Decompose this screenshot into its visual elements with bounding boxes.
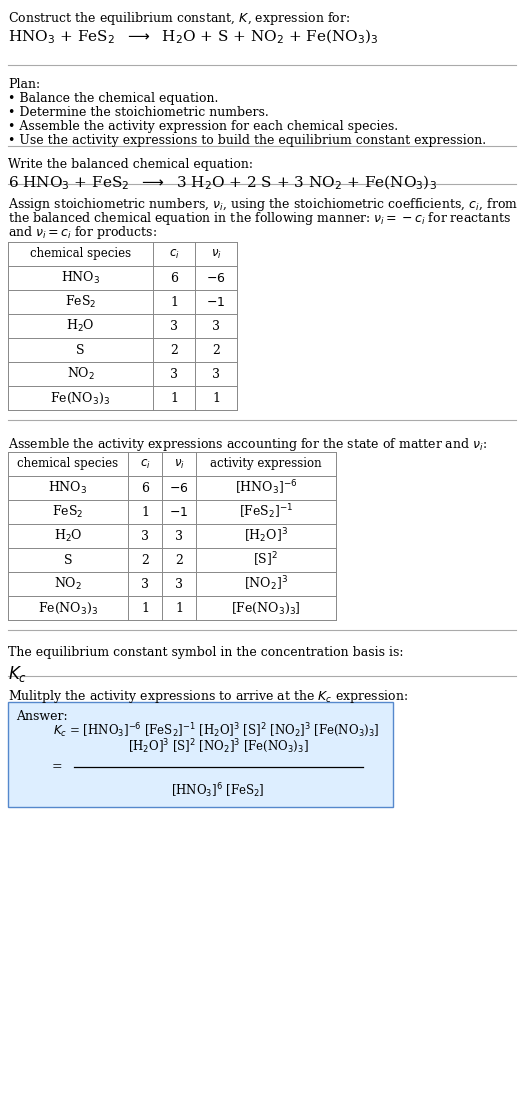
Text: FeS$_2$: FeS$_2$ (52, 504, 84, 520)
Text: NO$_2$: NO$_2$ (67, 366, 94, 382)
Text: 1: 1 (175, 601, 183, 614)
Text: Fe(NO$_3$)$_3$: Fe(NO$_3$)$_3$ (50, 391, 111, 405)
Text: 3: 3 (212, 368, 220, 381)
Text: 3: 3 (175, 578, 183, 590)
Text: $c_i$: $c_i$ (169, 248, 179, 261)
Text: 6: 6 (141, 481, 149, 494)
Text: $\nu_i$: $\nu_i$ (173, 457, 184, 470)
Text: FeS$_2$: FeS$_2$ (65, 294, 96, 310)
Text: Write the balanced chemical equation:: Write the balanced chemical equation: (8, 159, 253, 171)
Text: 3: 3 (170, 319, 178, 333)
Text: Assign stoichiometric numbers, $\nu_i$, using the stoichiometric coefficients, $: Assign stoichiometric numbers, $\nu_i$, … (8, 196, 518, 212)
Text: [HNO$_3$]$^6$ [FeS$_2$]: [HNO$_3$]$^6$ [FeS$_2$] (171, 781, 265, 799)
Text: 1: 1 (212, 392, 220, 404)
Text: $c_i$: $c_i$ (139, 457, 150, 470)
Text: HNO$_3$ + FeS$_2$  $\longrightarrow$  H$_2$O + S + NO$_2$ + Fe(NO$_3$)$_3$: HNO$_3$ + FeS$_2$ $\longrightarrow$ H$_2… (8, 28, 379, 46)
Text: 1: 1 (141, 601, 149, 614)
Text: 1: 1 (170, 392, 178, 404)
Text: S: S (64, 554, 72, 567)
Text: [S]$^2$: [S]$^2$ (254, 550, 279, 569)
Text: [H$_2$O]$^3$ [S]$^2$ [NO$_2$]$^3$ [Fe(NO$_3$)$_3$]: [H$_2$O]$^3$ [S]$^2$ [NO$_2$]$^3$ [Fe(NO… (127, 738, 309, 755)
Text: S: S (77, 344, 85, 357)
Text: 6 HNO$_3$ + FeS$_2$  $\longrightarrow$  3 H$_2$O + 2 S + 3 NO$_2$ + Fe(NO$_3$)$_: 6 HNO$_3$ + FeS$_2$ $\longrightarrow$ 3 … (8, 174, 437, 193)
Text: HNO$_3$: HNO$_3$ (61, 270, 100, 286)
Text: The equilibrium constant symbol in the concentration basis is:: The equilibrium constant symbol in the c… (8, 646, 403, 659)
Text: 3: 3 (141, 578, 149, 590)
Text: chemical species: chemical species (30, 248, 131, 261)
Text: Answer:: Answer: (16, 710, 68, 723)
Text: $\nu_i$: $\nu_i$ (211, 248, 222, 261)
Text: 1: 1 (170, 295, 178, 308)
Text: activity expression: activity expression (210, 458, 322, 470)
Text: Construct the equilibrium constant, $K$, expression for:: Construct the equilibrium constant, $K$,… (8, 10, 350, 28)
Text: $K_c$: $K_c$ (8, 664, 27, 684)
Text: • Balance the chemical equation.: • Balance the chemical equation. (8, 92, 219, 105)
Text: 3: 3 (170, 368, 178, 381)
Text: 3: 3 (212, 319, 220, 333)
Text: [NO$_2$]$^3$: [NO$_2$]$^3$ (244, 575, 288, 593)
Text: H$_2$O: H$_2$O (66, 318, 95, 334)
Text: NO$_2$: NO$_2$ (54, 576, 82, 592)
Text: $-6$: $-6$ (169, 481, 189, 494)
Text: chemical species: chemical species (17, 458, 118, 470)
Text: [HNO$_3$]$^{-6}$: [HNO$_3$]$^{-6}$ (235, 479, 297, 498)
Text: HNO$_3$: HNO$_3$ (48, 480, 88, 497)
Text: 3: 3 (141, 530, 149, 543)
Text: 6: 6 (170, 272, 178, 284)
Text: and $\nu_i = c_i$ for products:: and $\nu_i = c_i$ for products: (8, 224, 157, 241)
Text: • Assemble the activity expression for each chemical species.: • Assemble the activity expression for e… (8, 120, 398, 133)
FancyBboxPatch shape (8, 702, 393, 807)
Text: 3: 3 (175, 530, 183, 543)
Text: • Use the activity expressions to build the equilibrium constant expression.: • Use the activity expressions to build … (8, 134, 486, 148)
Text: Plan:: Plan: (8, 78, 40, 91)
Text: • Determine the stoichiometric numbers.: • Determine the stoichiometric numbers. (8, 106, 269, 119)
Text: 2: 2 (170, 344, 178, 357)
Text: =: = (52, 761, 63, 774)
Text: [FeS$_2$]$^{-1}$: [FeS$_2$]$^{-1}$ (239, 503, 293, 522)
Text: Fe(NO$_3$)$_3$: Fe(NO$_3$)$_3$ (38, 600, 98, 615)
Text: $K_c$ = [HNO$_3$]$^{-6}$ [FeS$_2$]$^{-1}$ [H$_2$O]$^3$ [S]$^2$ [NO$_2$]$^3$ [Fe(: $K_c$ = [HNO$_3$]$^{-6}$ [FeS$_2$]$^{-1}… (53, 721, 379, 739)
Text: the balanced chemical equation in the following manner: $\nu_i = -c_i$ for react: the balanced chemical equation in the fo… (8, 210, 511, 227)
Text: Mulitply the activity expressions to arrive at the $K_c$ expression:: Mulitply the activity expressions to arr… (8, 688, 408, 705)
Text: $-1$: $-1$ (206, 295, 226, 308)
Text: [H$_2$O]$^3$: [H$_2$O]$^3$ (244, 526, 288, 545)
Text: 2: 2 (141, 554, 149, 567)
Text: 2: 2 (212, 344, 220, 357)
Text: $-6$: $-6$ (206, 272, 226, 284)
Text: [Fe(NO$_3$)$_3$]: [Fe(NO$_3$)$_3$] (231, 600, 301, 615)
Text: 1: 1 (141, 505, 149, 519)
Text: $-1$: $-1$ (169, 505, 189, 519)
Text: H$_2$O: H$_2$O (54, 528, 82, 544)
Text: 2: 2 (175, 554, 183, 567)
Text: Assemble the activity expressions accounting for the state of matter and $\nu_i$: Assemble the activity expressions accoun… (8, 436, 487, 453)
